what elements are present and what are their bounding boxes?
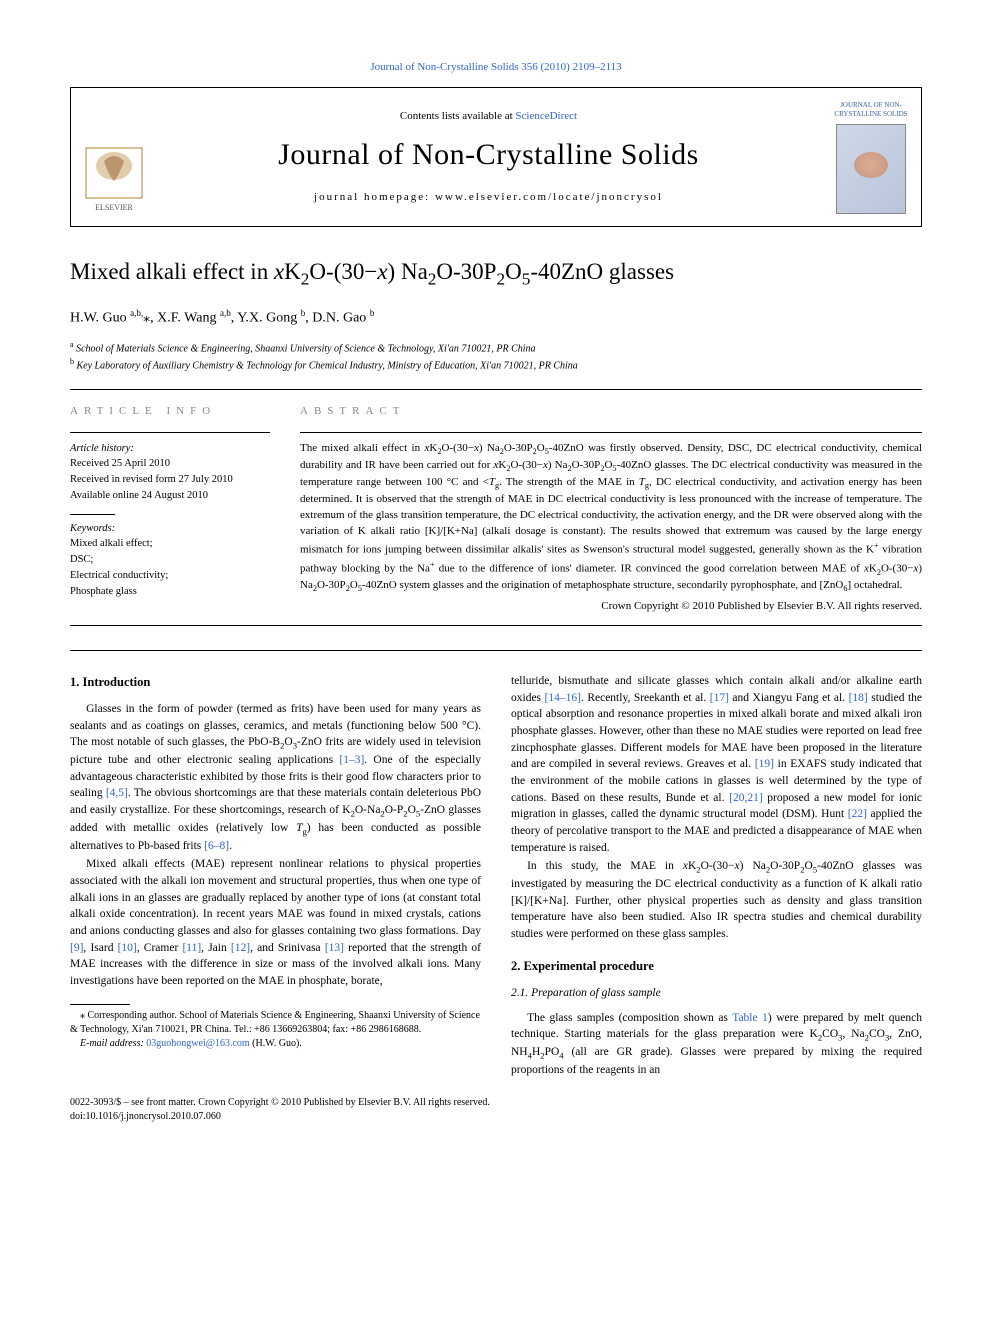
- sciencedirect-link[interactable]: ScienceDirect: [515, 110, 577, 122]
- affiliation-b: b Key Laboratory of Auxiliary Chemistry …: [70, 356, 922, 373]
- journal-homepage: journal homepage: www.elsevier.com/locat…: [156, 190, 821, 205]
- affil-sup-a: a: [70, 340, 74, 349]
- keyword-1: DSC;: [70, 552, 270, 568]
- info-mini-rule: [70, 514, 115, 515]
- corr-email-line: E-mail address: 03guohongwei@163.com (H.…: [70, 1037, 481, 1051]
- keywords-label: Keywords:: [70, 521, 270, 537]
- affiliation-a: a School of Materials Science & Engineer…: [70, 339, 922, 356]
- corresponding-footnote: ⁎ Corresponding author. School of Materi…: [70, 1009, 481, 1051]
- footnote-rule: [70, 1004, 130, 1005]
- journal-cover-cell: JOURNAL OF NON-CRYSTALLINE SOLIDS: [821, 88, 921, 226]
- keyword-0: Mixed alkali effect;: [70, 536, 270, 552]
- intro-p2: Mixed alkali effects (MAE) represent non…: [70, 856, 481, 989]
- abstract-copyright: Crown Copyright © 2010 Published by Else…: [300, 599, 922, 614]
- abstract-column: abstract The mixed alkali effect in xK2O…: [300, 390, 922, 615]
- article-info-label: article info: [70, 404, 270, 419]
- journal-header-center: Contents lists available at ScienceDirec…: [156, 88, 821, 226]
- keyword-2: Electrical conductivity;: [70, 568, 270, 584]
- affil-text-a: School of Materials Science & Engineerin…: [76, 343, 535, 354]
- keyword-3: Phosphate glass: [70, 584, 270, 600]
- rule-under-info-label: [70, 432, 270, 433]
- publisher-logo-cell: ELSEVIER: [71, 88, 156, 226]
- footer-line1: 0022-3093/$ – see front matter. Crown Co…: [70, 1096, 922, 1110]
- page-footer: 0022-3093/$ – see front matter. Crown Co…: [70, 1096, 922, 1124]
- journal-header-box: ELSEVIER Contents lists available at Sci…: [70, 87, 922, 227]
- contents-prefix: Contents lists available at: [400, 110, 515, 122]
- exp-p1: The glass samples (composition shown as …: [511, 1010, 922, 1079]
- affiliations: a School of Materials Science & Engineer…: [70, 339, 922, 374]
- article-history-label: Article history:: [70, 441, 270, 457]
- intro-p4: In this study, the MAE in xK2O-(30−x) Na…: [511, 858, 922, 942]
- rule-under-abstract-label: [300, 432, 922, 433]
- article-title: Mixed alkali effect in xK2O-(30−x) Na2O-…: [70, 257, 922, 291]
- journal-title: Journal of Non-Crystalline Solids: [156, 134, 821, 176]
- top-journal-link[interactable]: Journal of Non-Crystalline Solids 356 (2…: [70, 60, 922, 75]
- affil-sup-b: b: [70, 357, 74, 366]
- corr-author-line: ⁎ Corresponding author. School of Materi…: [70, 1009, 481, 1037]
- history-revised: Received in revised form 27 July 2010: [70, 472, 270, 488]
- email-label: E-mail address:: [80, 1038, 144, 1049]
- article-body: 1. Introduction Glasses in the form of p…: [70, 673, 922, 1079]
- intro-p3: telluride, bismuthate and silicate glass…: [511, 673, 922, 856]
- abstract-label: abstract: [300, 404, 922, 419]
- abstract-text: The mixed alkali effect in xK2O-(30−x) N…: [300, 441, 922, 596]
- author-list: H.W. Guo a,b,⁎, X.F. Wang a,b, Y.X. Gong…: [70, 307, 922, 328]
- journal-cover-thumbnail: [836, 124, 906, 214]
- top-journal-anchor[interactable]: Journal of Non-Crystalline Solids 356 (2…: [370, 61, 621, 73]
- intro-p1: Glasses in the form of powder (termed as…: [70, 701, 481, 854]
- history-received: Received 25 April 2010: [70, 456, 270, 472]
- body-top-divider: [70, 650, 922, 651]
- cover-caption: JOURNAL OF NON-CRYSTALLINE SOLIDS: [827, 101, 915, 121]
- intro-heading: 1. Introduction: [70, 673, 481, 691]
- history-online: Available online 24 August 2010: [70, 488, 270, 504]
- article-info-column: article info Article history: Received 2…: [70, 390, 270, 615]
- rule-below-abstract: [70, 625, 922, 626]
- corr-email-link[interactable]: 03guohongwei@163.com: [146, 1038, 249, 1049]
- experimental-heading: 2. Experimental procedure: [511, 957, 922, 975]
- elsevier-logo: ELSEVIER: [84, 146, 144, 216]
- svg-text:ELSEVIER: ELSEVIER: [95, 203, 133, 212]
- corr-email-suffix: (H.W. Guo).: [252, 1038, 302, 1049]
- experimental-subheading: 2.1. Preparation of glass sample: [511, 985, 922, 1002]
- footer-doi: doi:10.1016/j.jnoncrysol.2010.07.060: [70, 1110, 922, 1124]
- contents-available-line: Contents lists available at ScienceDirec…: [156, 109, 821, 124]
- affil-text-b: Key Laboratory of Auxiliary Chemistry & …: [77, 360, 578, 371]
